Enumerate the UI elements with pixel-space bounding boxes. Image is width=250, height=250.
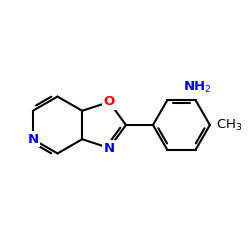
Text: NH$_2$: NH$_2$ bbox=[183, 80, 212, 95]
Text: O: O bbox=[104, 96, 115, 108]
Text: N: N bbox=[104, 142, 115, 154]
Text: N: N bbox=[27, 133, 38, 146]
Text: CH$_3$: CH$_3$ bbox=[216, 118, 243, 132]
